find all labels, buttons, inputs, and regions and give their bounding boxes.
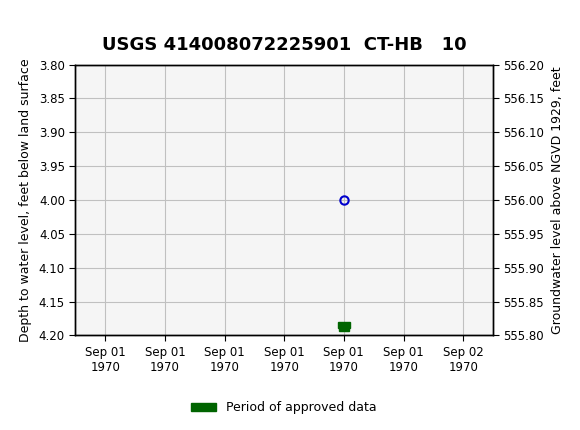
Text: ≡USGS: ≡USGS [12, 12, 99, 33]
Legend: Period of approved data: Period of approved data [186, 396, 382, 419]
Y-axis label: Depth to water level, feet below land surface: Depth to water level, feet below land su… [19, 58, 32, 342]
Text: USGS 414008072225901  CT-HB   10: USGS 414008072225901 CT-HB 10 [102, 36, 466, 54]
FancyBboxPatch shape [339, 322, 349, 331]
Y-axis label: Groundwater level above NGVD 1929, feet: Groundwater level above NGVD 1929, feet [551, 66, 564, 334]
